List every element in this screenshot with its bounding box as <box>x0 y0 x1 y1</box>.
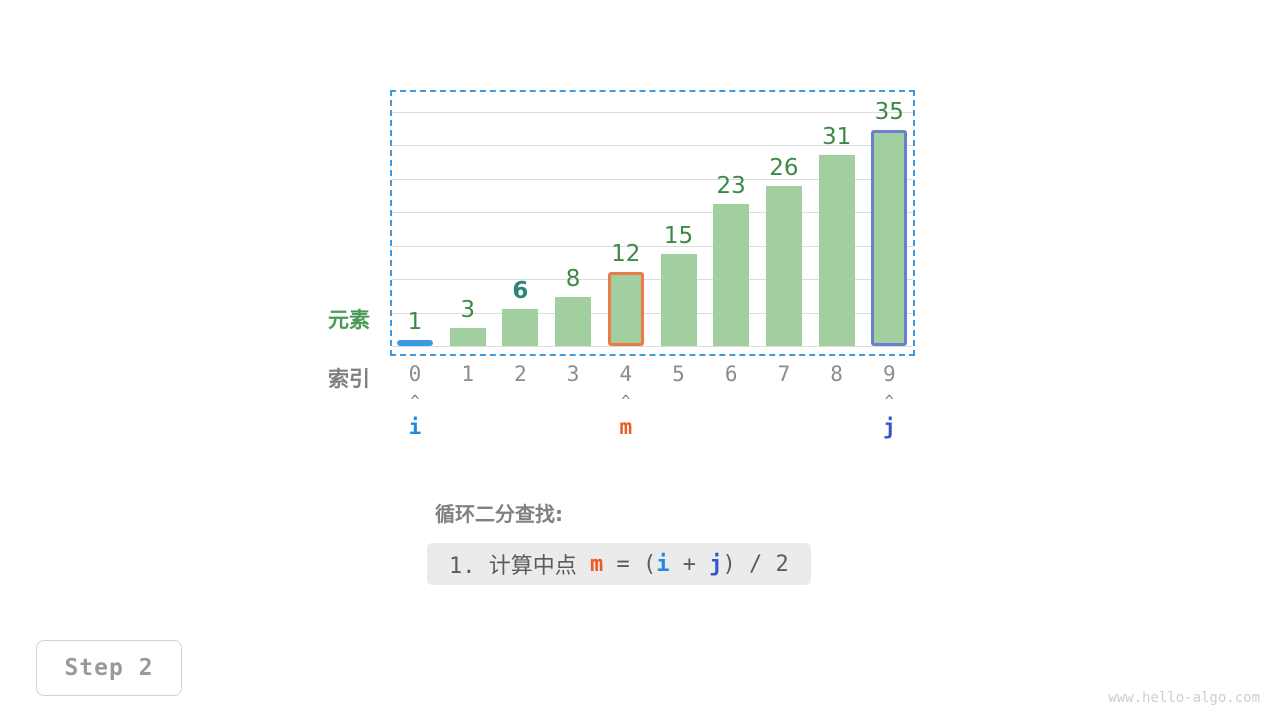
bar-8 <box>818 155 855 346</box>
bar-slot <box>660 253 697 346</box>
index-label-3: 3 <box>566 362 580 386</box>
index-label-4: 4 <box>619 362 633 386</box>
gridline <box>392 178 913 180</box>
index-label-9: 9 <box>882 362 896 386</box>
pointer-j: ^ j <box>859 392 919 440</box>
bar-slot <box>713 204 750 346</box>
bar-value-label-5: 15 <box>663 222 694 249</box>
index-label-0: 0 <box>408 362 422 386</box>
watermark: www.hello-algo.com <box>1108 690 1260 706</box>
formula-equals: = ( <box>603 551 657 577</box>
index-label-1: 1 <box>461 362 475 386</box>
index-label-6: 6 <box>724 362 738 386</box>
bar-slot <box>502 309 539 346</box>
bar-slot <box>397 339 433 346</box>
bar-6 <box>713 204 750 346</box>
caret-icon: ^ <box>884 392 894 410</box>
selection-dashed-box <box>390 90 915 356</box>
caret-icon: ^ <box>621 392 631 410</box>
bar-slot <box>555 296 592 346</box>
gridline <box>392 112 913 113</box>
bar-1 <box>449 327 486 346</box>
formula-var-j: j <box>709 551 723 577</box>
pointer-label-i: i <box>408 415 422 439</box>
index-label-8: 8 <box>830 362 843 386</box>
bar-value-label-4: 12 <box>611 241 641 268</box>
gridline <box>392 346 913 347</box>
formula-var-m: m <box>589 551 604 577</box>
index-axis: 0 1 2 3 4 5 6 7 8 9 <box>0 362 1280 392</box>
gridline <box>392 245 913 247</box>
bar-value-label-3: 8 <box>565 265 581 292</box>
bar-4 <box>607 272 644 346</box>
bar-7 <box>765 185 802 346</box>
gridline <box>392 312 913 314</box>
gridline <box>392 212 913 214</box>
bar-5 <box>660 253 697 346</box>
row-label-elements: 元素 <box>328 308 370 332</box>
pointer-label-j: j <box>882 415 896 439</box>
pointer-m: ^ m <box>596 392 656 440</box>
bar-value-label-8: 31 <box>821 124 852 151</box>
step-badge: Step 2 <box>36 640 182 696</box>
formula-prefix: 1. 计算中点 <box>449 554 590 579</box>
pointer-i: ^ i <box>385 392 445 440</box>
caption-step-formula: 1. 计算中点 m = (i + j) / 2 <box>427 543 811 585</box>
caption-title: 循环二分查找: <box>435 502 563 526</box>
bar-value-label-1: 3 <box>460 296 475 323</box>
bar-slot <box>607 272 644 346</box>
bar-slot <box>765 185 802 346</box>
bar-slot <box>871 130 908 346</box>
bar-value-label-0: 1 <box>407 308 423 335</box>
bar-slot <box>449 327 486 346</box>
bar-value-label-9: 35 <box>874 99 904 126</box>
bar-0 <box>397 339 433 346</box>
pointer-markers: ^ i ^ m ^ j <box>0 392 1280 452</box>
gridline <box>392 145 913 147</box>
bar-value-label-7: 26 <box>769 154 799 181</box>
caret-icon: ^ <box>410 392 420 410</box>
formula-var-i: i <box>656 551 670 577</box>
bar-3 <box>555 296 592 346</box>
formula-plus: + <box>669 551 710 577</box>
index-label-7: 7 <box>777 362 791 386</box>
index-label-5: 5 <box>672 362 685 386</box>
index-label-2: 2 <box>514 362 527 386</box>
row-label-index: 索引 <box>328 367 370 391</box>
bar-2 <box>502 309 539 346</box>
bar-9 <box>871 130 908 346</box>
bar-slot <box>818 155 855 346</box>
formula-suffix: ) / 2 <box>722 551 789 577</box>
bar-series: 1 3 6 8 12 15 23 26 31 35 <box>390 90 915 356</box>
gridline <box>392 279 913 281</box>
bar-value-label-6: 23 <box>716 173 746 200</box>
chart-area: 1 3 6 8 12 15 23 26 31 35 <box>390 90 915 356</box>
pointer-label-m: m <box>619 415 633 439</box>
gridlines <box>392 90 913 356</box>
bar-value-label-2: 6 <box>512 278 529 305</box>
